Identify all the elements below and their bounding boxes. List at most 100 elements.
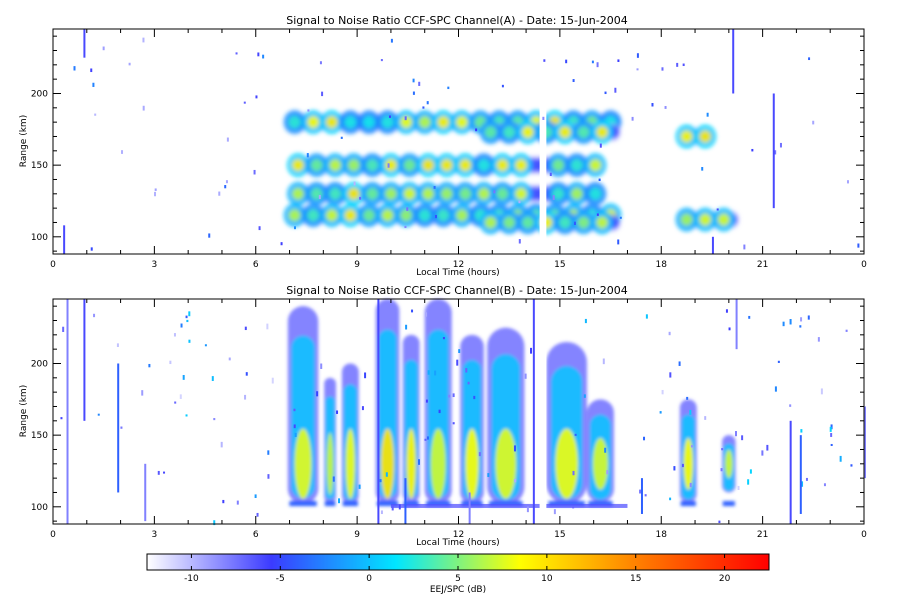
noise-speckle xyxy=(398,504,401,510)
echo-core xyxy=(596,216,609,229)
noise-speckle xyxy=(142,37,145,43)
echo-column-base xyxy=(680,501,696,507)
colorbar-label: EEJ/SPC (dB) xyxy=(430,585,486,595)
noise-speckle xyxy=(549,172,552,177)
noise-speckle xyxy=(636,68,639,71)
noise-speckle xyxy=(573,221,576,226)
noise-speckle xyxy=(169,360,172,365)
noise-speckle xyxy=(424,438,427,441)
noise-speckle xyxy=(222,499,225,504)
echo-core xyxy=(680,213,693,226)
noise-speckle xyxy=(807,315,810,320)
noise-speckle xyxy=(321,91,324,97)
noise-speckle xyxy=(92,82,95,87)
noise-speckle xyxy=(128,62,131,66)
echo-core xyxy=(362,116,375,129)
y-tick-label: 150 xyxy=(31,431,48,441)
noise-speckle xyxy=(226,137,229,142)
echo-core xyxy=(344,209,357,222)
noise-speckle xyxy=(174,401,177,404)
noise-speckle xyxy=(390,38,393,43)
noise-speckle xyxy=(661,67,664,71)
noise-speckle xyxy=(734,431,737,437)
noise-speckle xyxy=(255,95,258,99)
echo-core xyxy=(455,209,468,222)
noise-speckle xyxy=(262,54,265,59)
noise-speckle xyxy=(427,370,430,375)
noise-speckle xyxy=(307,109,310,112)
noise-speckle xyxy=(388,115,391,118)
interference-line xyxy=(732,29,735,94)
noise-speckle xyxy=(598,178,601,182)
axis-ticks-b: 0 3 6 9 12 15 18 21 0 100 150 200 xyxy=(31,299,867,540)
noise-speckle xyxy=(97,413,100,416)
noise-speckle xyxy=(243,101,246,104)
noise-speckle xyxy=(720,468,723,472)
noise-speckle xyxy=(718,520,721,524)
noise-speckle xyxy=(220,441,223,448)
interference-line xyxy=(66,299,69,524)
echo-column-base xyxy=(548,501,585,507)
echo-core xyxy=(680,130,693,143)
echo-core xyxy=(515,187,528,200)
noise-speckle xyxy=(614,87,617,93)
noise-speckle xyxy=(659,411,662,414)
echo-core xyxy=(329,159,342,172)
echo-column-base xyxy=(403,501,419,507)
noise-speckle xyxy=(332,476,335,482)
noise-speckle xyxy=(661,389,664,395)
noise-speckle xyxy=(846,180,849,184)
echo-core xyxy=(307,209,320,222)
echo-column-core xyxy=(683,438,694,490)
noise-speckle xyxy=(120,426,123,429)
x-tick-label: 12 xyxy=(453,260,464,270)
interference-line xyxy=(83,29,86,58)
echo-core xyxy=(459,159,472,172)
noise-speckle xyxy=(673,466,676,471)
noise-speckle xyxy=(426,101,429,105)
noise-speckle xyxy=(319,61,322,65)
echo-core xyxy=(570,187,583,200)
noise-speckle xyxy=(186,319,189,323)
axis-ticks-a: 0 3 6 9 12 15 18 21 0 100 150 200 xyxy=(31,29,867,270)
colorbar-tick-label: -5 xyxy=(276,574,285,584)
echo-core xyxy=(437,116,450,129)
noise-speckle xyxy=(94,113,97,116)
noise-speckle xyxy=(741,435,744,441)
noise-speckle xyxy=(425,312,428,317)
noise-speckle xyxy=(543,59,546,62)
echo-core xyxy=(552,159,565,172)
noise-speckle xyxy=(391,505,394,511)
noise-speckle xyxy=(426,436,429,440)
echo-column-base xyxy=(489,501,523,507)
noise-speckle xyxy=(267,474,270,479)
noise-speckle xyxy=(257,52,260,57)
echo-column-core xyxy=(380,428,395,499)
interference-line xyxy=(711,236,714,254)
noise-speckle xyxy=(678,361,681,366)
noise-speckle xyxy=(644,494,647,497)
interference-line xyxy=(640,478,643,514)
echo-core xyxy=(717,213,730,226)
noise-speckle xyxy=(617,239,620,245)
noise-speckle xyxy=(93,313,96,318)
noise-speckle xyxy=(253,169,256,175)
noise-speckle xyxy=(689,409,692,415)
panel-channel-b: Signal to Noise Ratio CCF-SPC Channel(B)… xyxy=(19,284,867,548)
interference-line xyxy=(63,225,66,254)
noise-speckle xyxy=(266,323,269,330)
noise-speckle xyxy=(777,360,780,363)
plot-area-b xyxy=(60,299,866,526)
echo-core xyxy=(437,209,450,222)
noise-speckle xyxy=(406,207,409,211)
noise-speckle xyxy=(90,247,93,251)
ylabel-a: Range (km) xyxy=(19,115,29,167)
noise-speckle xyxy=(404,225,407,229)
interference-line xyxy=(735,299,738,350)
noise-speckle xyxy=(565,59,568,64)
noise-speckle xyxy=(412,91,415,95)
noise-speckle xyxy=(116,343,119,348)
noise-speckle xyxy=(225,180,228,184)
noise-speckle xyxy=(583,394,586,398)
noise-speckle xyxy=(90,68,93,73)
